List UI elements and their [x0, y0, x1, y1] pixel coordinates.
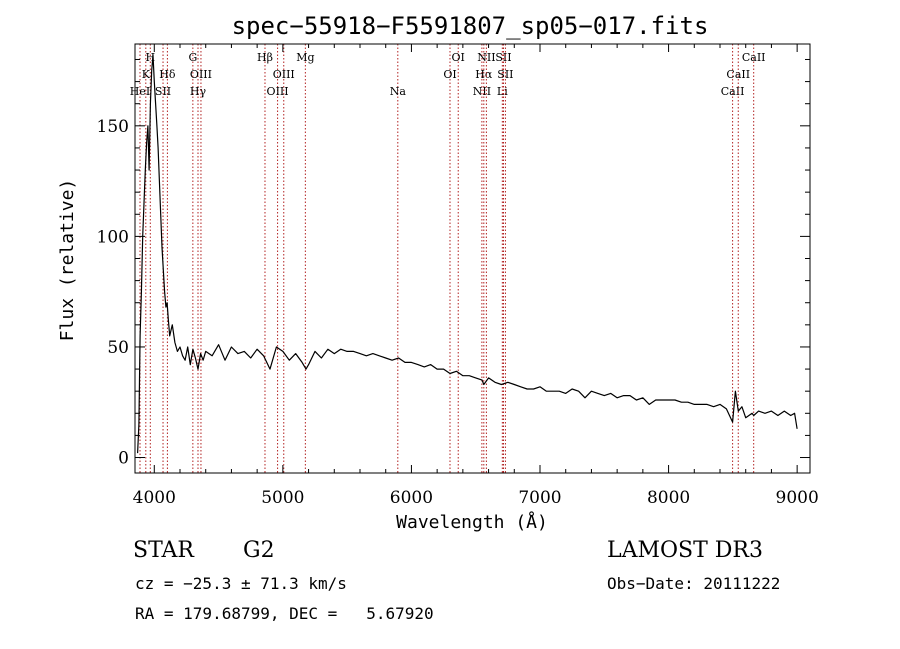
line-marker-label: CaII	[721, 85, 745, 98]
line-marker-label: CaII	[742, 51, 766, 64]
survey-name: LAMOST DR3	[607, 538, 763, 563]
x-tick-label: 4000	[133, 488, 176, 508]
line-marker-label: Hγ	[190, 85, 207, 98]
y-tick-label: 150	[97, 117, 129, 137]
chart-title: spec−55918−F5591807_sp05−017.fits	[232, 12, 709, 40]
line-marker-label: OIII	[273, 68, 295, 81]
object-class: STAR	[133, 538, 194, 563]
line-marker-label: SII	[497, 68, 513, 81]
line-marker-label: NII	[473, 85, 491, 98]
line-marker-label: G	[188, 51, 197, 64]
x-axis-label: Wavelength (Å)	[396, 511, 548, 533]
x-tick-label: 5000	[261, 488, 304, 508]
y-tick-label: 100	[97, 227, 129, 247]
line-marker-label: SII	[155, 85, 171, 98]
line-marker-label: NII	[477, 51, 495, 64]
emission-line-markers: KHHeIHδSIIGHγOIIIHβOIIIOIIIMgNaOIOINIIHα…	[130, 44, 766, 473]
line-marker-label: SII	[495, 51, 511, 64]
object-subclass: G2	[243, 538, 275, 563]
line-marker-label: OIII	[267, 85, 289, 98]
x-tick-label: 8000	[647, 488, 690, 508]
line-marker-label: K	[142, 68, 151, 81]
spectrum-series	[137, 54, 798, 454]
line-marker-label: OI	[443, 68, 456, 81]
line-marker-label: Hα	[475, 68, 493, 81]
line-marker-label: Mg	[296, 51, 314, 64]
line-marker-label: HeI	[130, 85, 150, 98]
coordinates-readout: RA = 179.68799, DEC = 5.67920	[135, 604, 434, 623]
redshift-readout: cz = −25.3 ± 71.3 km/s	[135, 574, 347, 593]
line-marker-label: Li	[497, 85, 508, 98]
obs-date: Obs−Date: 20111222	[607, 574, 781, 593]
line-marker-label: OI	[452, 51, 465, 64]
x-tick-label: 7000	[518, 488, 561, 508]
plot-frame	[134, 43, 811, 474]
line-marker-label: CaII	[726, 68, 750, 81]
y-axis-label: Flux (relative)	[57, 179, 78, 342]
line-marker-label: Hδ	[159, 68, 176, 81]
line-marker-label: OIII	[190, 68, 212, 81]
line-marker-label: Na	[390, 85, 407, 98]
y-tick-label: 50	[107, 338, 129, 358]
spectrum-line	[137, 54, 798, 454]
y-tick-label: 0	[118, 449, 129, 469]
axis-ticks: 4000 5000 6000 7000 8000 9000 0 50 100 150	[97, 44, 819, 508]
x-tick-label: 6000	[390, 488, 433, 508]
line-marker-label: H	[146, 51, 156, 64]
x-tick-label: 9000	[776, 488, 819, 508]
line-marker-label: Hβ	[257, 51, 273, 64]
